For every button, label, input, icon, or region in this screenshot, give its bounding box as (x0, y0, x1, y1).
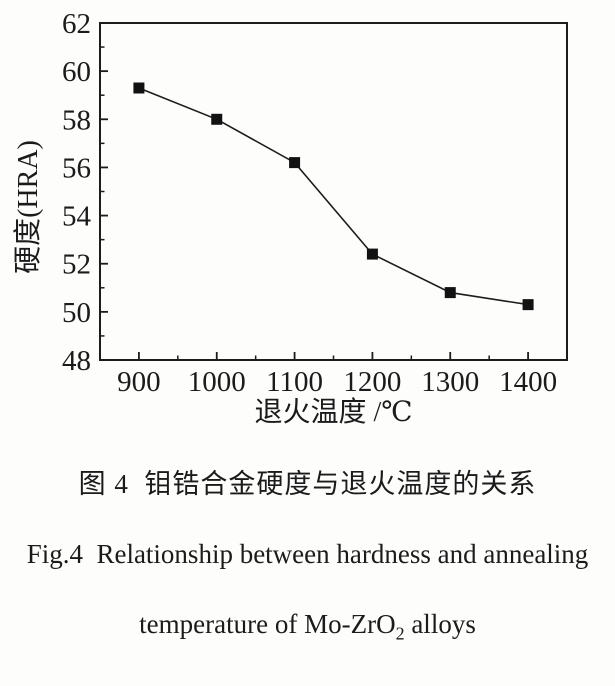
y-tick-label: 60 (62, 56, 91, 88)
data-line (138, 87, 529, 306)
y-tick-label: 52 (62, 249, 91, 281)
x-tick-label: 1300 (421, 366, 479, 398)
x-tick-label: 1400 (499, 366, 557, 398)
x-axis-label: 退火温度 /℃ (254, 396, 412, 428)
y-tick-label: 50 (62, 297, 91, 329)
caption-english-line2-text: temperature of Mo-ZrO (139, 609, 396, 639)
x-tick-label: 1200 (343, 366, 401, 398)
caption-english-line2-tail: alloys (404, 609, 476, 639)
caption-english-line2: temperature of Mo-ZrO2 alloys (0, 607, 615, 650)
y-tick-label: 48 (62, 345, 91, 377)
y-tick-label: 54 (62, 201, 92, 233)
x-tick-label: 900 (117, 366, 161, 398)
y-tick-label: 58 (62, 104, 91, 136)
x-tick-label: 1000 (188, 366, 246, 398)
data-point-marker (444, 287, 456, 299)
plot-frame (99, 22, 568, 361)
y-tick-label: 62 (62, 8, 91, 40)
y-axis-label: 硬度(HRA) (12, 140, 44, 274)
caption-chinese: 图 4 钼锆合金硬度与退火温度的关系 (78, 469, 537, 499)
y-tick-label: 56 (62, 152, 91, 184)
hardness-line-chart: 900 1000 1100 1200 1300 1400 48 50 52 54 56 58 60 62 退… (12, 8, 568, 428)
data-point-marker (133, 82, 145, 94)
data-point-marker (366, 248, 378, 260)
chart-canvas: 900 1000 1100 1200 1300 1400 48 50 52 54 56 58 60 62 退… (12, 8, 568, 428)
data-point-marker (211, 113, 223, 125)
x-tick-label: 1100 (266, 366, 323, 398)
data-point-marker (289, 157, 301, 169)
caption-english-line1: Fig.4 Relationship between hardness and … (26, 539, 589, 569)
subscript-2: 2 (395, 623, 405, 644)
figure-caption: 图 4 钼锆合金硬度与退火温度的关系 Fig.4 Relationship be… (0, 431, 615, 686)
data-point-marker (522, 299, 534, 311)
